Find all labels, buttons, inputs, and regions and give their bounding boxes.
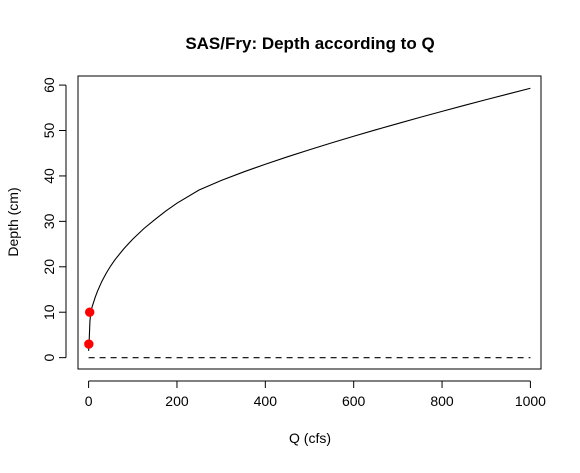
x-tick-label: 800 <box>430 393 454 409</box>
x-tick-label: 400 <box>254 393 278 409</box>
red-point <box>84 339 94 349</box>
y-tick-label: 50 <box>41 123 57 139</box>
x-tick-label: 600 <box>342 393 366 409</box>
y-tick-label: 60 <box>41 77 57 93</box>
plot-frame <box>77 75 542 370</box>
y-tick-label: 40 <box>41 168 57 184</box>
x-tick-label: 0 <box>85 393 93 409</box>
depth-curve <box>88 87 531 351</box>
y-tick-label: 30 <box>41 213 57 229</box>
y-tick-label: 20 <box>41 259 57 275</box>
red-point <box>85 307 95 317</box>
chart-title: SAS/Fry: Depth according to Q <box>185 34 434 53</box>
y-axis: 0 10 20 30 40 50 60 <box>41 77 67 362</box>
x-tick-label: 1000 <box>515 393 546 409</box>
y-tick-label: 0 <box>41 354 57 362</box>
y-tick-label: 10 <box>41 304 57 320</box>
y-axis-label: Depth (cm) <box>5 187 21 256</box>
x-axis-label: Q (cfs) <box>289 430 331 446</box>
x-tick-label: 200 <box>165 393 189 409</box>
x-axis: 0 200 400 600 800 1000 <box>85 380 546 409</box>
plot-layer <box>84 87 531 359</box>
